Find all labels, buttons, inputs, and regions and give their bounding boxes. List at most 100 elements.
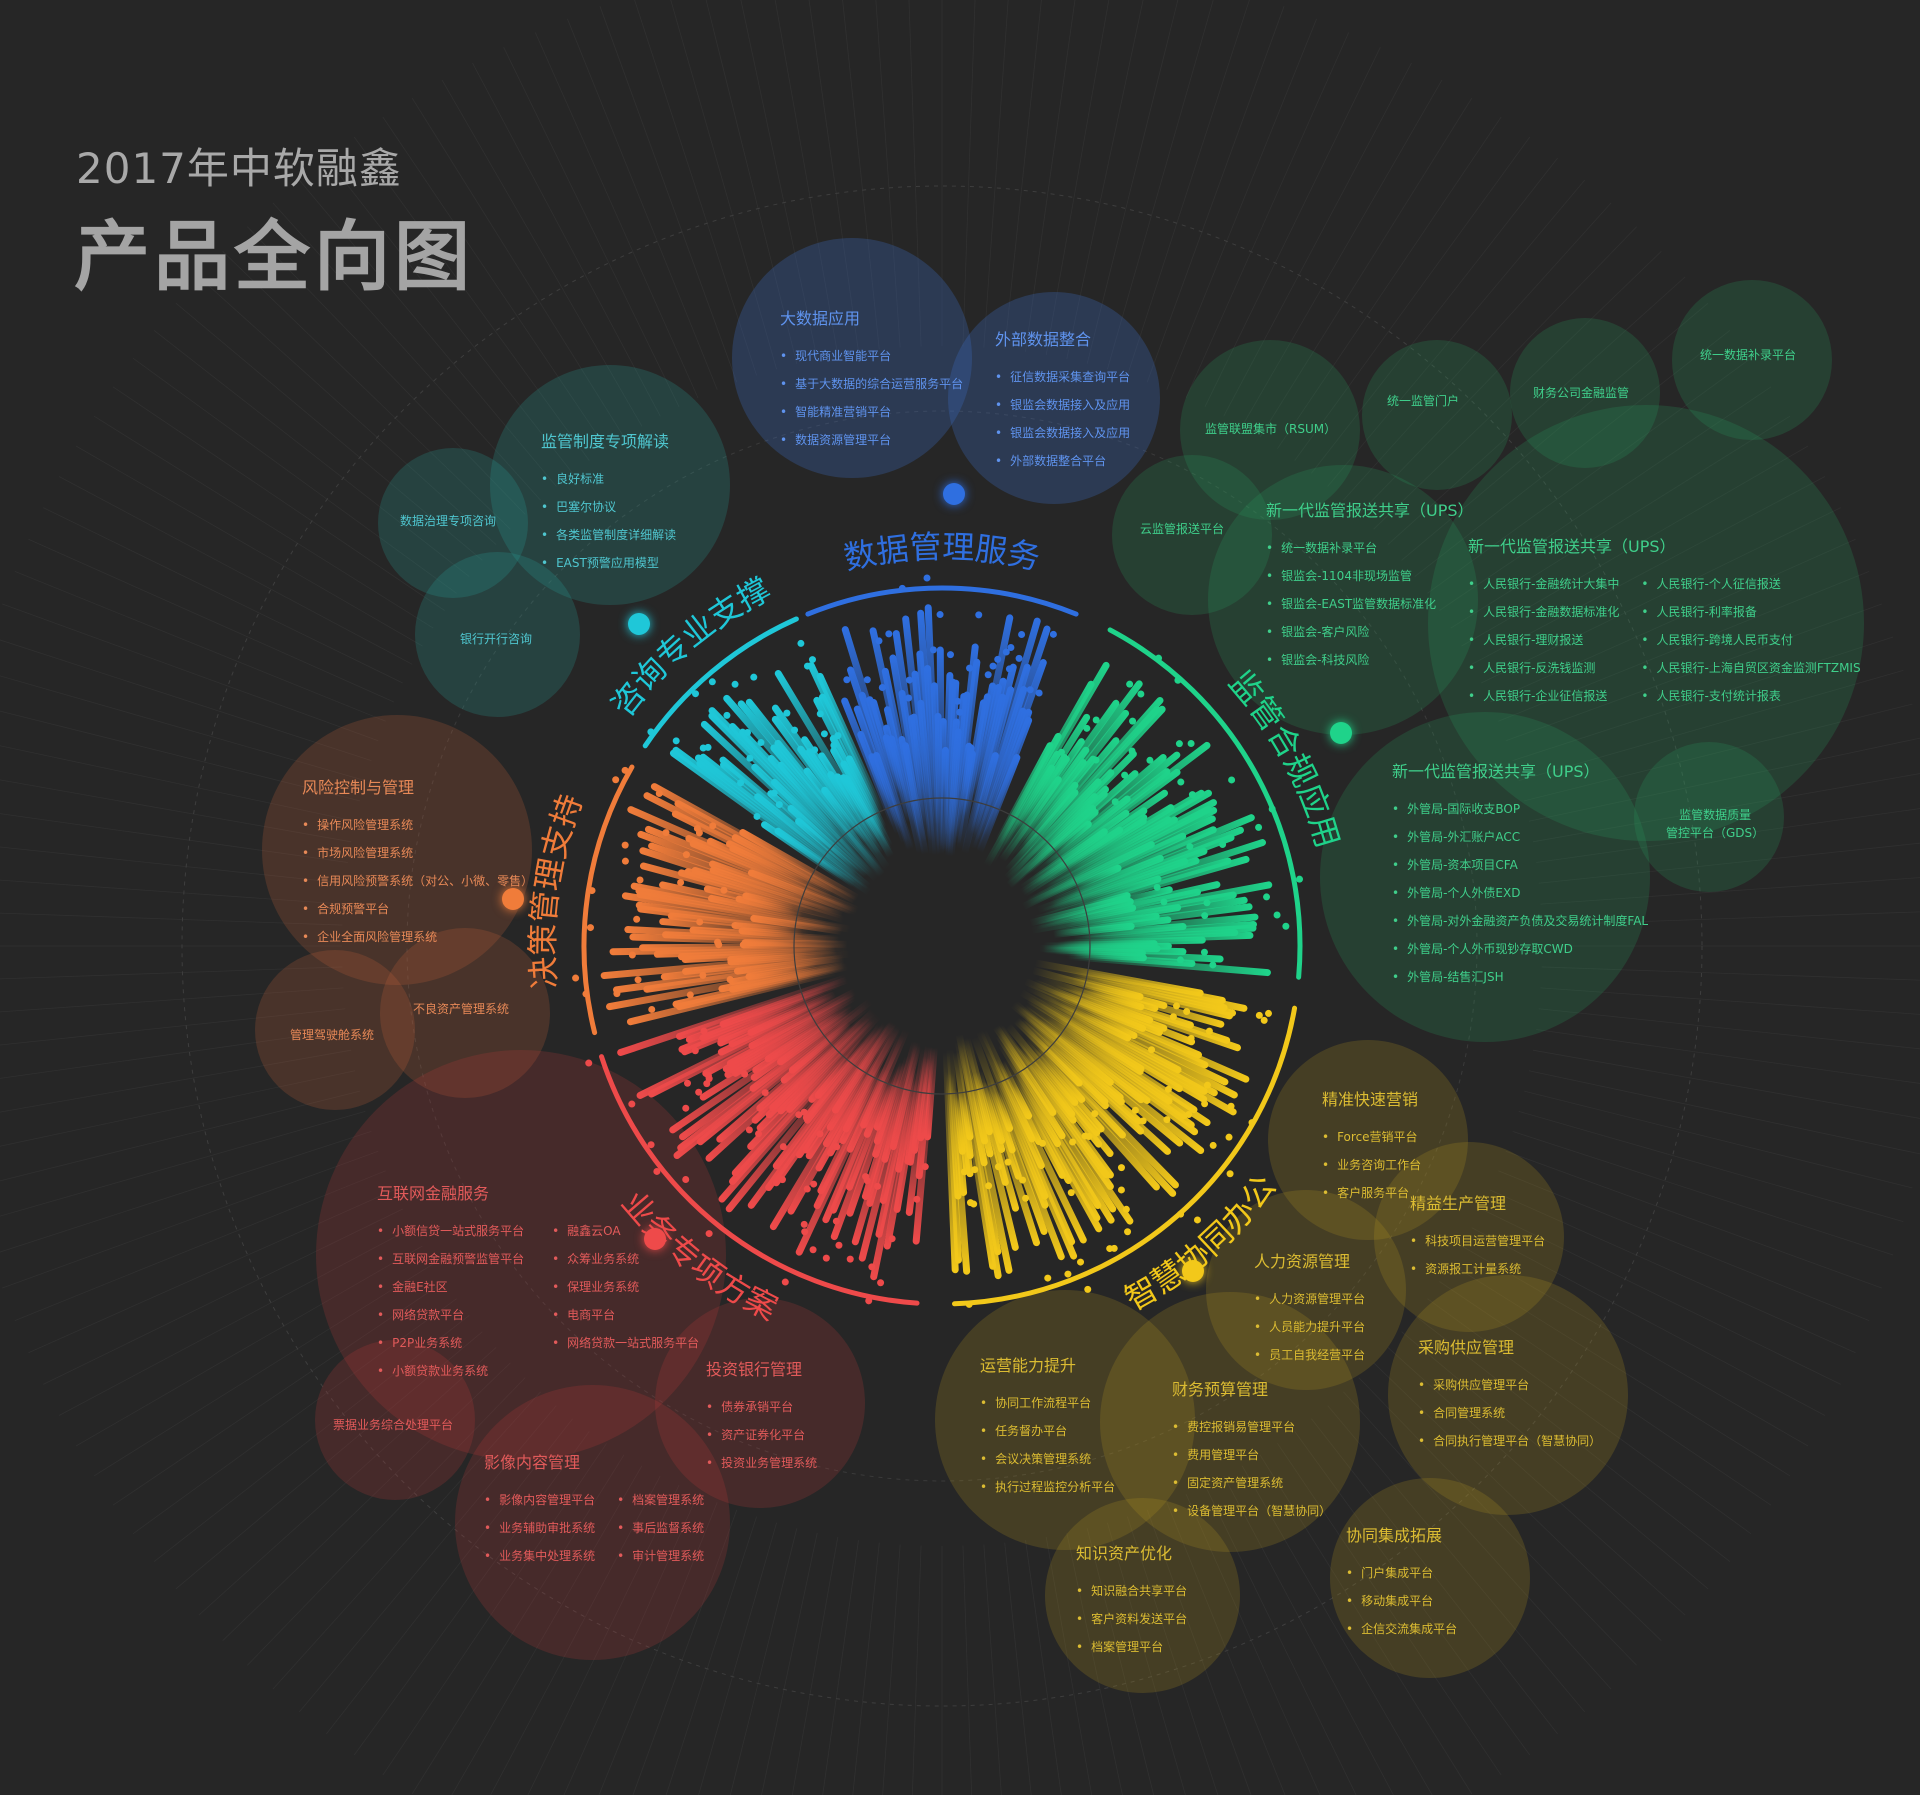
group-ups1: 新一代监管报送共享（UPS） 统一数据补录平台 银监会-1104非现场监管 银监… (1266, 497, 1474, 674)
list-item: 资产证券化平台 (706, 1421, 817, 1449)
list-item: 人民银行-个人征信报送 (1641, 570, 1860, 598)
list-item: 人民银行-金融统计大集中 (1468, 570, 1619, 598)
list-item: 人民银行-理财报送 (1468, 626, 1619, 654)
radial-dot-consulting (704, 743, 712, 751)
list-item: 外管局-个人外币现钞存取CWD (1392, 935, 1648, 963)
radial-dot-data (1007, 643, 1015, 651)
list-item: 费用管理平台 (1172, 1441, 1331, 1469)
radial-dot-regulatory (1201, 912, 1209, 920)
label-cockpit: 管理驾驶舱系统 (290, 1028, 375, 1042)
radial-dot-business (868, 1263, 876, 1271)
list-item: 巴塞尔协议 (541, 493, 676, 521)
radial-dot-office (1106, 1245, 1114, 1253)
radial-dot-data (1018, 631, 1026, 639)
list-item: 企信交流集成平台 (1346, 1615, 1457, 1643)
group-title: 新一代监管报送共享（UPS） (1468, 537, 1676, 556)
label-unified-supplement: 统一数据补录平台 (1700, 348, 1797, 362)
list-item: 互联网金融预警监管平台 (377, 1245, 524, 1273)
list-item: 网络贷款一站式服务平台 (552, 1329, 699, 1357)
group-title: 新一代监管报送共享（UPS） (1266, 501, 1474, 520)
label-unified-portal: 统一监管门户 (1387, 394, 1460, 408)
list-item: 信用风险预警系统（对公、小微、零售） (302, 867, 533, 895)
list-item: 良好标准 (541, 465, 676, 493)
list-item: 人员能力提升平台 (1254, 1313, 1365, 1341)
segment-label-decision: 决策管理支持 (524, 789, 590, 990)
list-item: 协同工作流程平台 (980, 1389, 1115, 1417)
list-item: 众筹业务系统 (552, 1245, 699, 1273)
group-title: 外部数据整合 (995, 330, 1092, 349)
radial-dot-office (1225, 1133, 1233, 1141)
radial-dot-office (1084, 1285, 1092, 1293)
list-item: 业务辅助审批系统 (484, 1514, 595, 1542)
radial-dot-consulting (731, 680, 739, 688)
radial-dot-regulatory (1126, 680, 1134, 688)
radial-bar-business (617, 974, 850, 1056)
bubble-bank-consult (415, 552, 580, 717)
dot-consulting (628, 613, 650, 635)
list-item: 执行过程监控分析平台 (980, 1473, 1115, 1501)
radial-dot-regulatory (1092, 716, 1100, 724)
group-title: 采购供应管理 (1418, 1338, 1515, 1357)
list-item: 统一数据补录平台 (1266, 534, 1474, 562)
radial-bar-regulatory (1065, 952, 1271, 977)
radial-dot-business (647, 1141, 655, 1149)
radial-dot-business (585, 1059, 593, 1067)
radial-dot-regulatory (1263, 893, 1271, 901)
list-item: 员工自我经营平台 (1254, 1341, 1365, 1369)
list-item: 档案管理平台 (1076, 1633, 1187, 1661)
radial-bar-office (942, 1049, 959, 1274)
radial-dot-business (682, 1175, 690, 1183)
radial-dot-consulting (692, 690, 700, 698)
radial-dot-decision (612, 776, 620, 784)
radial-dot-business (801, 1228, 809, 1236)
list-item: 征信数据采集查询平台 (995, 363, 1130, 391)
radial-dot-decision (648, 1005, 656, 1013)
radial-dot-office (1265, 1009, 1273, 1017)
label-data-governance: 数据治理专项咨询 (400, 514, 497, 528)
radial-dot-data (1049, 630, 1057, 638)
list-item: 采购供应管理平台 (1418, 1371, 1601, 1399)
radial-dot-business (913, 1195, 921, 1203)
group-title: 精益生产管理 (1410, 1194, 1507, 1213)
list-item: 小额信贷一站式服务平台 (377, 1217, 524, 1245)
radial-dot-data (936, 611, 944, 619)
radial-dot-office (1067, 1189, 1075, 1197)
radial-dot-data (885, 630, 893, 638)
list-item: 电商平台 (552, 1301, 699, 1329)
radial-dot-consulting (723, 711, 731, 719)
list-item: 费控报销易管理平台 (1172, 1413, 1331, 1441)
list-item: 任务督办平台 (980, 1417, 1115, 1445)
radial-dot-business (877, 1279, 885, 1287)
list-item: 影像内容管理平台 (484, 1486, 595, 1514)
group-image: 影像内容管理 影像内容管理平台 业务辅助审批系统 业务集中处理系统 档案管理系统… (484, 1449, 704, 1570)
radial-dot-data (843, 676, 851, 684)
bubble-rsum (1180, 340, 1360, 520)
group-title: 投资银行管理 (706, 1360, 803, 1379)
radial-dot-regulatory (1219, 841, 1227, 849)
list-item: 科技项目运营管理平台 (1410, 1227, 1545, 1255)
radial-dot-regulatory (1228, 776, 1236, 784)
list-item: 客户服务平台 (1322, 1179, 1421, 1207)
label-bank-consult: 银行开行咨询 (460, 632, 533, 646)
radial-dot-consulting (808, 656, 816, 664)
radial-dot-business (781, 1278, 789, 1286)
list-item: 小额贷款业务系统 (377, 1357, 524, 1385)
list-item: 金融E社区 (377, 1273, 524, 1301)
radial-dot-consulting (811, 746, 819, 754)
list-item: 人民银行-支付统计报表 (1641, 682, 1860, 710)
dot-office (1182, 1260, 1204, 1282)
group-risk: 风险控制与管理 操作风险管理系统 市场风险管理系统 信用风险预警系统（对公、小微… (302, 774, 533, 951)
group-ups3: 新一代监管报送共享（UPS） 外管局-国际收支BOP 外管局-外汇账户ACC 外… (1392, 758, 1648, 991)
bubble-unified-supplement (1672, 280, 1832, 440)
radial-dot-consulting (791, 726, 799, 734)
radial-dot-regulatory (1177, 778, 1185, 786)
radial-dot-office (1193, 1216, 1201, 1224)
label-cloud-report: 云监管报送平台 (1140, 522, 1225, 536)
radial-dot-decision (633, 915, 641, 923)
list-item: 知识融合共享平台 (1076, 1577, 1187, 1605)
radial-dot-data (989, 662, 997, 670)
bubble-npl (380, 928, 550, 1098)
group-title: 知识资产优化 (1076, 1544, 1173, 1563)
list-item: 银监会-1104非现场监管 (1266, 562, 1474, 590)
